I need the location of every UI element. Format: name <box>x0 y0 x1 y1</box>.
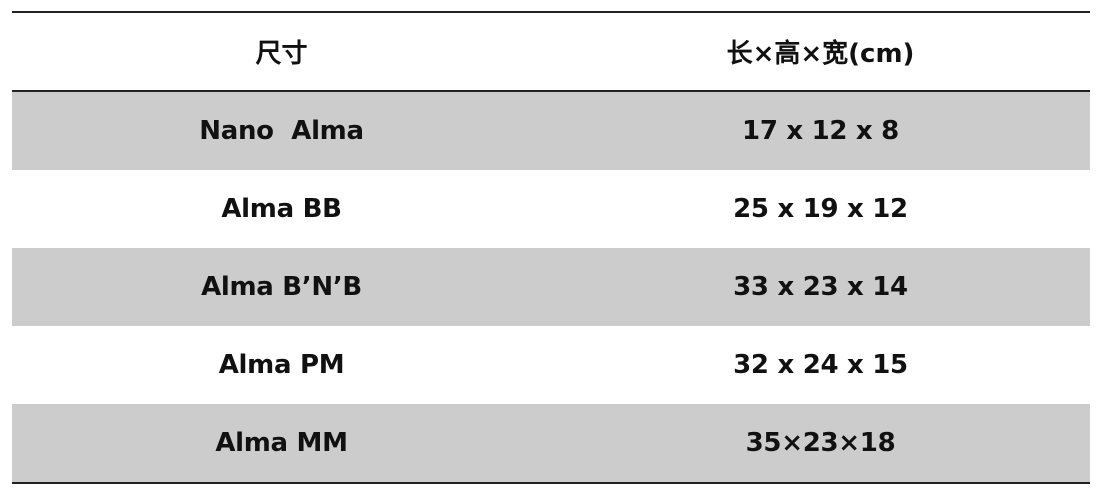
header-dimensions: 长×高×宽(cm) <box>551 11 1090 92</box>
table-row: Alma MM 35×23×18 <box>12 404 1090 484</box>
dimensions-cell: 35×23×18 <box>551 404 1090 484</box>
table-row: Nano Alma 17 x 12 x 8 <box>12 91 1090 170</box>
table-row: Alma B’N’B 33 x 23 x 14 <box>12 248 1090 326</box>
size-table: 尺寸 长×高×宽(cm) Nano Alma 17 x 12 x 8 Alma … <box>12 11 1090 484</box>
model-cell: Alma MM <box>12 404 551 484</box>
dimensions-cell: 32 x 24 x 15 <box>733 350 908 380</box>
model-cell: Nano Alma <box>12 91 551 170</box>
table-row: Alma BB 25 x 19 x 12 <box>12 170 1090 248</box>
header-row: 尺寸 长×高×宽(cm) <box>12 11 1090 92</box>
table-row: Alma PM 32 x 24 x 15 <box>12 326 1090 404</box>
dimensions-cell: 17 x 12 x 8 <box>551 91 1090 170</box>
header-size: 尺寸 <box>12 11 551 92</box>
model-cell: Alma BB <box>221 194 342 224</box>
model-cell: Alma PM <box>218 350 345 380</box>
dimensions-cell: 25 x 19 x 12 <box>733 194 908 224</box>
model-cell: Alma B’N’B <box>12 248 551 326</box>
dimensions-cell: 33 x 23 x 14 <box>551 248 1090 326</box>
